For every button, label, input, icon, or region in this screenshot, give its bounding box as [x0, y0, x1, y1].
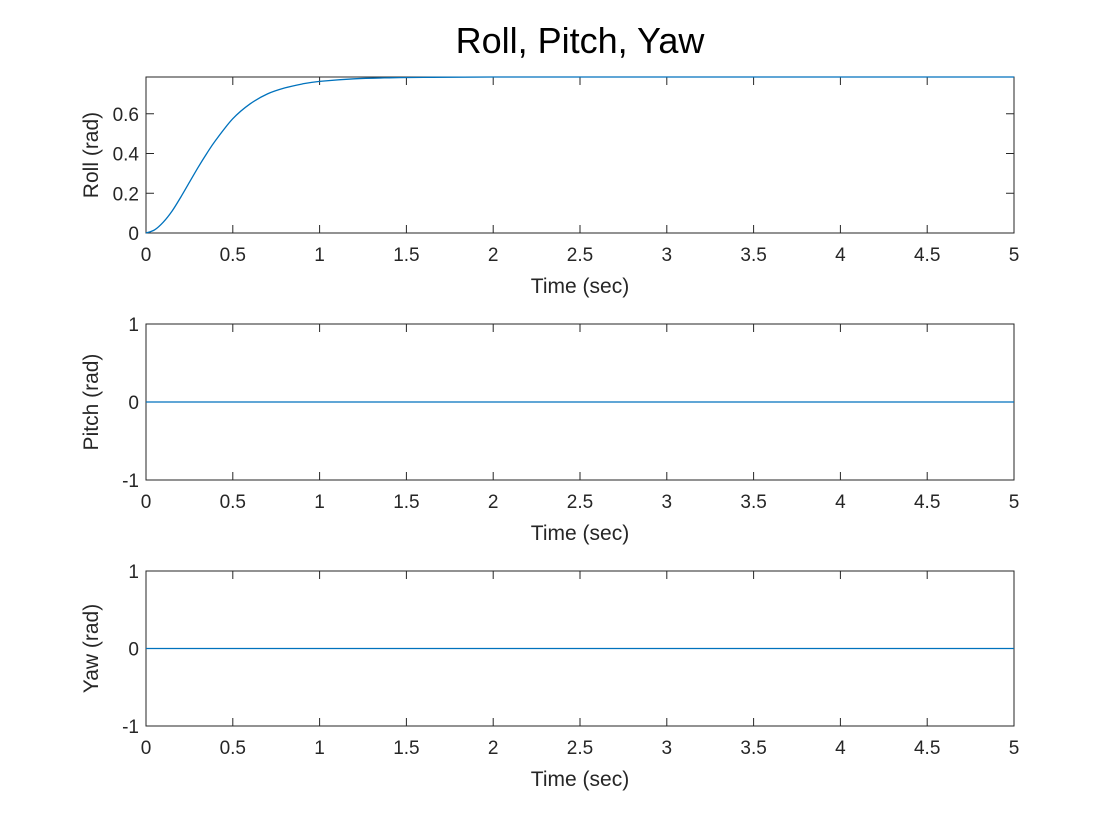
roll-xtick-label: 1 [314, 245, 325, 266]
yaw-xtick-label: 5 [1009, 738, 1020, 759]
pitch-ylabel: Pitch (rad) [80, 354, 103, 451]
yaw-xtick-label: 2.5 [567, 738, 593, 759]
roll-ytick-label: 0.4 [113, 145, 140, 166]
roll-xtick-label: 2.5 [567, 245, 593, 266]
roll-axes-box [145, 76, 1015, 234]
pitch-xtick-label: 4.5 [914, 492, 940, 513]
pitch-xtick-label: 4 [835, 492, 846, 513]
yaw-ytick-label: 0 [128, 640, 139, 661]
roll-xtick-label: 2 [488, 245, 499, 266]
roll-xtick-label: 5 [1009, 245, 1020, 266]
roll-xtick-label: 3.5 [740, 245, 766, 266]
pitch-xtick-label: 1.5 [393, 492, 419, 513]
yaw-xtick-label: 3 [662, 738, 673, 759]
yaw-xtick-label: 4 [835, 738, 846, 759]
pitch-xtick-label: 0 [141, 492, 152, 513]
pitch-xtick-label: 2.5 [567, 492, 593, 513]
roll-axes: 0 0.5 1 1.5 2 2.5 3 3.5 4 4.5 5 0 0.2 0.4 0.6 Time (sec… [80, 76, 1020, 298]
figure-title: Roll, Pitch, Yaw [456, 20, 706, 61]
yaw-xtick-label: 0.5 [220, 738, 246, 759]
pitch-ytick-label: 1 [128, 315, 139, 336]
pitch-ytick-label: -1 [122, 471, 139, 492]
yaw-xtick-label: 3.5 [740, 738, 766, 759]
roll-ylabel: Roll (rad) [80, 112, 103, 198]
roll-xtick-label: 3 [662, 245, 673, 266]
yaw-ytick-label: 1 [128, 562, 139, 583]
roll-xtick-label: 0.5 [220, 245, 246, 266]
yaw-xtick-label: 4.5 [914, 738, 940, 759]
yaw-ytick-label: -1 [122, 717, 139, 738]
pitch-xtick-label: 2 [488, 492, 499, 513]
roll-xlabel: Time (sec) [531, 275, 629, 298]
pitch-ytick-label: 0 [128, 393, 139, 414]
roll-xtick-label: 0 [141, 245, 152, 266]
yaw-xtick-label: 2 [488, 738, 499, 759]
roll-ytick-label: 0.2 [113, 184, 139, 205]
pitch-xtick-label: 3 [662, 492, 673, 513]
roll-xtick-label: 4 [835, 245, 846, 266]
pitch-xtick-label: 3.5 [740, 492, 766, 513]
yaw-xlabel: Time (sec) [531, 768, 629, 791]
yaw-ylabel: Yaw (rad) [80, 604, 103, 693]
roll-series-line [145, 76, 1014, 234]
roll-ytick-label: 0.6 [113, 105, 139, 126]
roll-ytick-label: 0 [128, 224, 139, 245]
pitch-xtick-label: 5 [1009, 492, 1020, 513]
pitch-xtick-label: 0.5 [220, 492, 246, 513]
roll-xtick-label: 1.5 [393, 245, 419, 266]
yaw-xtick-label: 1.5 [393, 738, 419, 759]
roll-xtick-label: 4.5 [914, 245, 940, 266]
yaw-xtick-label: 0 [141, 738, 152, 759]
pitch-xtick-label: 1 [314, 492, 325, 513]
yaw-xtick-label: 1 [314, 738, 325, 759]
pitch-xlabel: Time (sec) [531, 522, 629, 545]
